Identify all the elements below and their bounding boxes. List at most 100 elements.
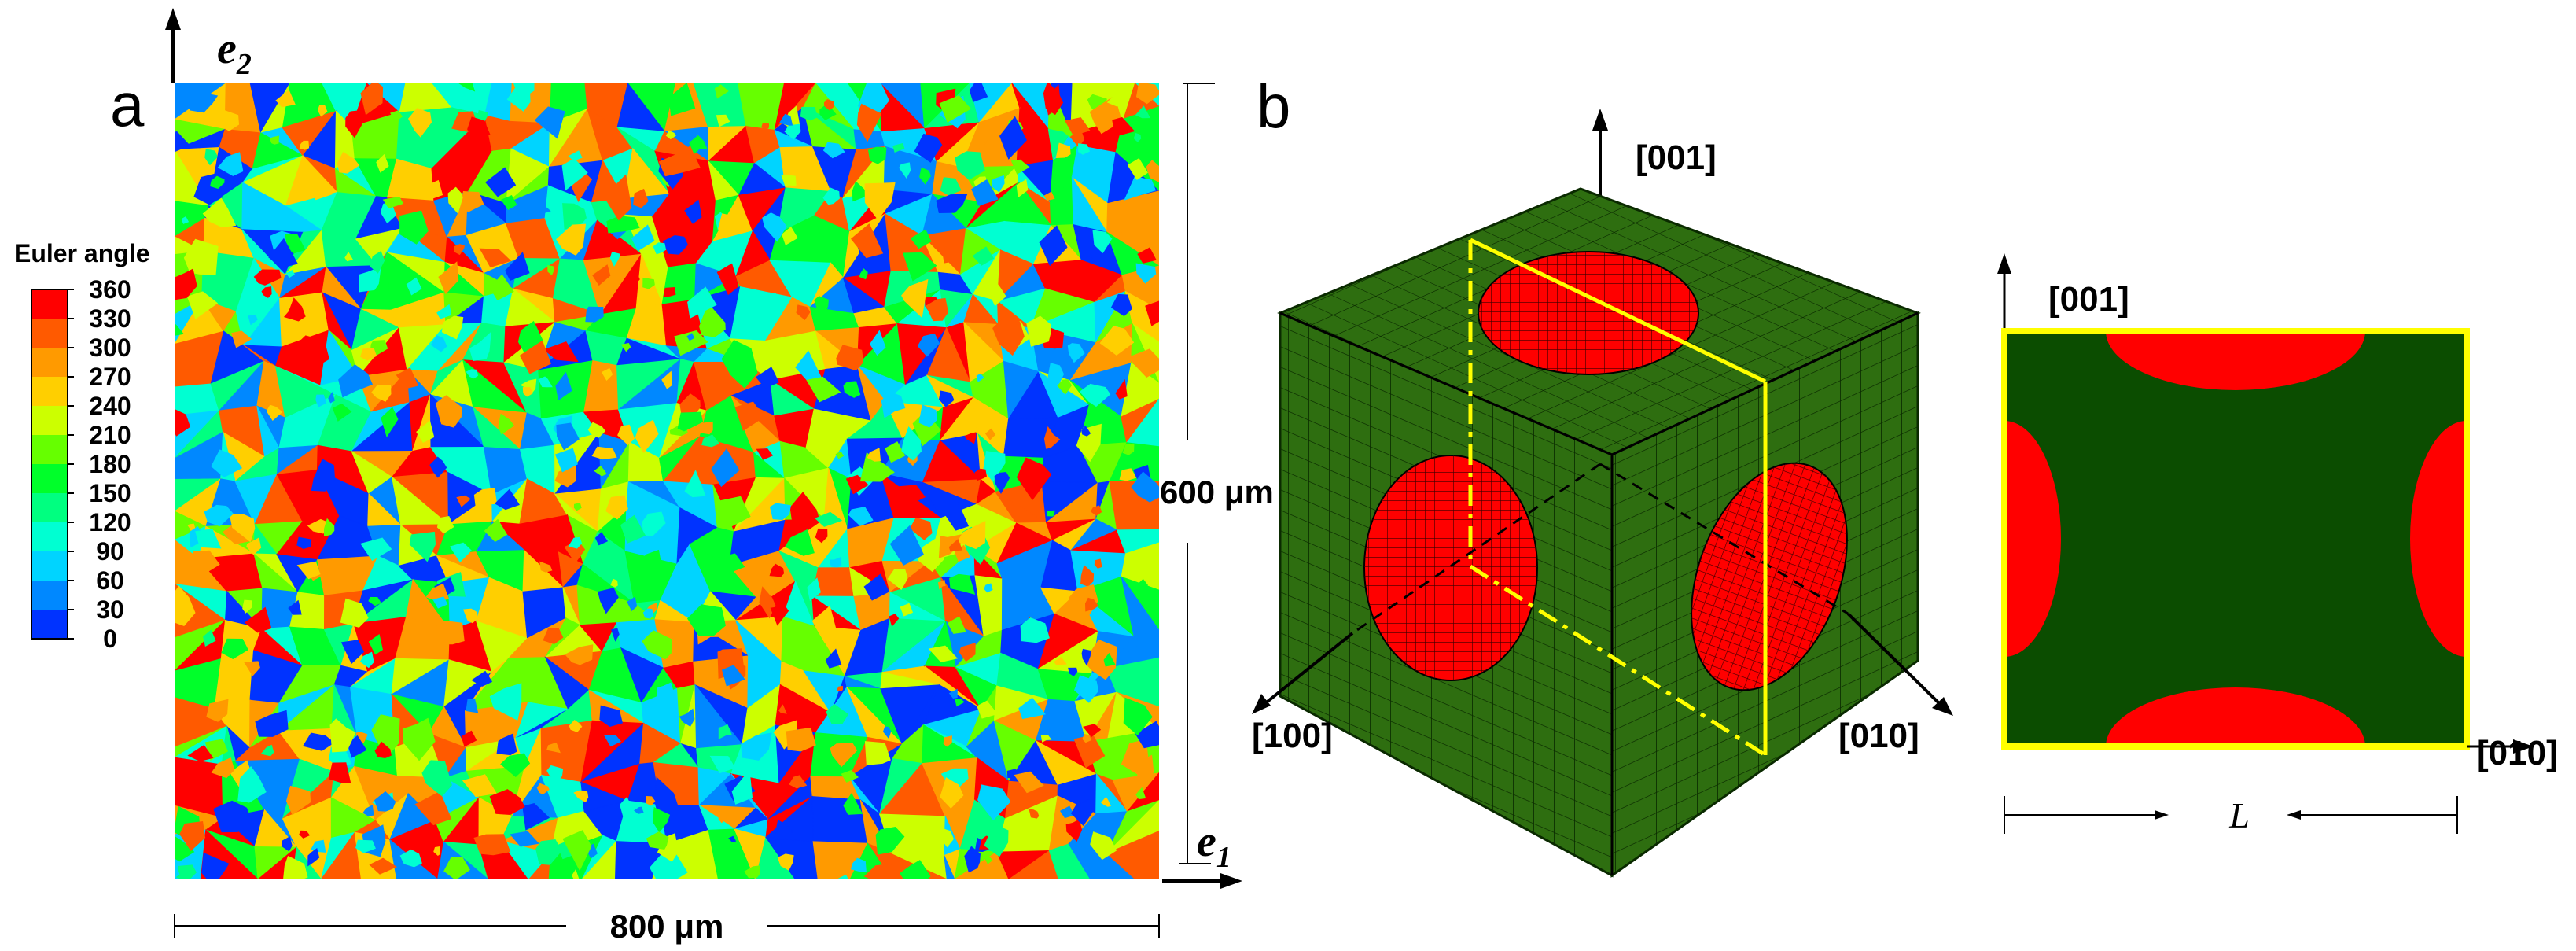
grain [971, 179, 999, 206]
grain [881, 392, 906, 418]
grain [859, 268, 868, 280]
grain [822, 187, 840, 205]
height-dimension-label: 600 μm [1160, 474, 1274, 511]
grain [605, 495, 628, 520]
grain [947, 616, 966, 634]
grain [406, 277, 422, 296]
grain [940, 777, 964, 809]
grain [700, 421, 713, 435]
grain [175, 324, 185, 336]
grain [494, 488, 520, 511]
grain [554, 463, 576, 488]
legend-swatch [31, 435, 68, 465]
axis-001-arrowhead [1592, 109, 1608, 131]
grain [253, 269, 282, 286]
grain [433, 846, 441, 857]
grain [1010, 159, 1030, 175]
grain [646, 831, 669, 850]
legend-tick-label: 300 [89, 334, 131, 362]
grain [836, 685, 844, 692]
legend-tick-label: 150 [89, 479, 131, 507]
grain [296, 536, 312, 550]
grain [709, 755, 736, 774]
grain [340, 598, 369, 628]
grain [642, 608, 654, 619]
grain [1047, 363, 1065, 390]
grain [454, 244, 466, 256]
grain [631, 224, 655, 252]
grain [534, 106, 565, 139]
grain [368, 597, 382, 606]
grain [1084, 597, 1099, 612]
grain [479, 248, 512, 268]
legend-swatch [31, 581, 68, 610]
grain [796, 304, 811, 321]
grain [914, 133, 943, 163]
grain [556, 223, 587, 256]
grain [901, 426, 922, 461]
grain [466, 698, 479, 713]
grain [539, 561, 553, 573]
grain [296, 561, 321, 580]
section-inclusions [2004, 331, 2467, 746]
grain [1127, 348, 1159, 378]
grain [519, 340, 551, 374]
grain [1073, 734, 1106, 769]
grain [1046, 510, 1055, 517]
grain [473, 488, 498, 513]
grain [773, 820, 793, 841]
grain [598, 588, 619, 614]
grain [538, 376, 553, 388]
grain [522, 387, 533, 397]
grain [1070, 798, 1094, 826]
grain [620, 514, 646, 544]
grain [360, 83, 384, 116]
grain [255, 710, 289, 737]
legend-swatches [31, 289, 68, 640]
grain [718, 813, 726, 824]
grain [489, 274, 514, 301]
grain [984, 583, 993, 593]
grain [661, 370, 673, 389]
grain [728, 835, 737, 842]
grain [355, 839, 376, 853]
grain [741, 732, 772, 761]
grain [629, 273, 640, 284]
grain [1055, 142, 1071, 159]
grain [382, 197, 404, 208]
grain [955, 151, 985, 180]
grain [187, 745, 214, 762]
axis-100-label: [100] [1252, 717, 1333, 755]
grain [601, 367, 613, 382]
grain [684, 470, 706, 498]
grain [536, 783, 550, 795]
grain [599, 705, 624, 728]
grain [498, 413, 515, 435]
grain [175, 585, 196, 626]
grain [594, 466, 607, 477]
grain [770, 605, 789, 626]
grain [1103, 652, 1116, 667]
grain [885, 441, 906, 463]
length-dimension [2004, 796, 2458, 834]
grain [266, 404, 283, 421]
grain [663, 286, 676, 297]
grain [936, 194, 968, 214]
grain [1112, 116, 1135, 137]
grain [462, 774, 497, 798]
grain [1106, 94, 1126, 107]
grain [1135, 105, 1150, 119]
grain [206, 699, 229, 722]
grain [443, 856, 470, 879]
grain [609, 252, 620, 267]
grain [610, 578, 618, 588]
grain [948, 688, 958, 699]
e1-axis-arrowhead [1220, 873, 1242, 889]
grain [815, 511, 843, 527]
grain [892, 142, 905, 153]
grain [175, 408, 191, 437]
grain [594, 532, 609, 546]
grain [215, 109, 240, 131]
grain [402, 717, 436, 761]
grain [669, 324, 679, 334]
